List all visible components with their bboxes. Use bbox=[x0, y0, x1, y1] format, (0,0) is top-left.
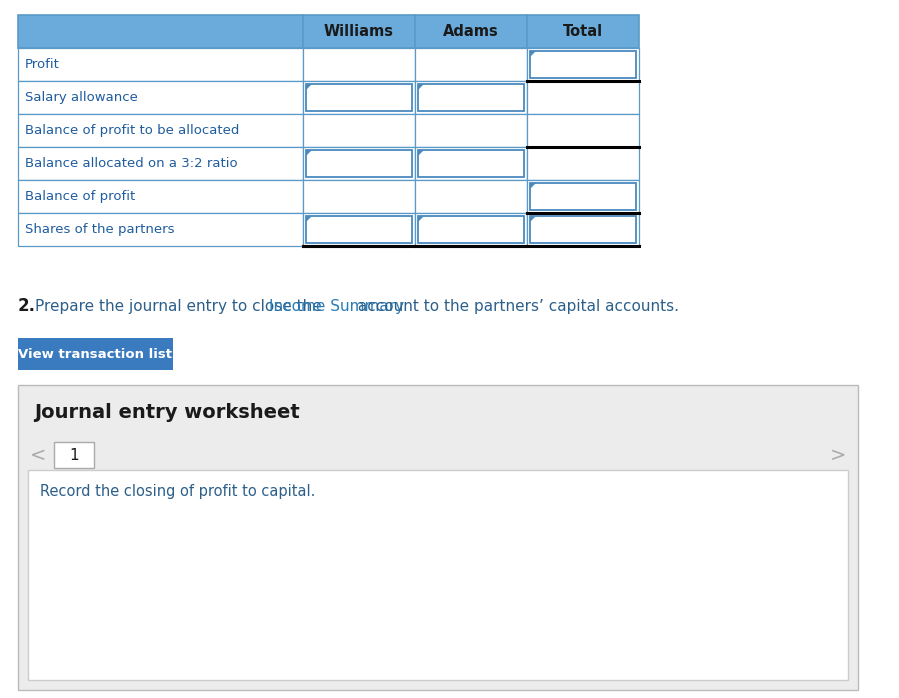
Bar bbox=[418, 84, 524, 111]
Polygon shape bbox=[306, 84, 312, 90]
Polygon shape bbox=[418, 216, 424, 222]
Text: <: < bbox=[30, 445, 47, 464]
Text: Profit: Profit bbox=[25, 58, 60, 71]
Bar bbox=[18, 180, 303, 213]
Text: Balance of profit: Balance of profit bbox=[25, 190, 135, 203]
Bar bbox=[530, 51, 636, 78]
Bar bbox=[303, 48, 415, 81]
Text: >: > bbox=[830, 445, 846, 464]
Polygon shape bbox=[530, 183, 536, 189]
Text: Williams: Williams bbox=[324, 24, 394, 39]
Polygon shape bbox=[530, 51, 536, 57]
Bar bbox=[303, 114, 415, 147]
Bar bbox=[303, 213, 415, 246]
Bar bbox=[527, 48, 639, 81]
Bar bbox=[18, 81, 303, 114]
Bar bbox=[415, 48, 527, 81]
Bar bbox=[415, 180, 527, 213]
Text: Balance of profit to be allocated: Balance of profit to be allocated bbox=[25, 124, 239, 137]
Polygon shape bbox=[306, 150, 312, 156]
Bar bbox=[18, 114, 303, 147]
Bar bbox=[306, 84, 412, 111]
Polygon shape bbox=[418, 150, 424, 156]
Bar bbox=[18, 385, 858, 690]
Bar bbox=[415, 114, 527, 147]
Text: Shares of the partners: Shares of the partners bbox=[25, 223, 174, 236]
Bar bbox=[415, 81, 527, 114]
Polygon shape bbox=[418, 84, 424, 90]
Bar bbox=[527, 180, 639, 213]
Bar bbox=[418, 150, 524, 177]
Bar bbox=[527, 114, 639, 147]
Text: account to the partners’ capital accounts.: account to the partners’ capital account… bbox=[353, 299, 679, 313]
Bar bbox=[18, 338, 173, 370]
Text: Salary allowance: Salary allowance bbox=[25, 91, 138, 104]
Bar bbox=[527, 81, 639, 114]
Polygon shape bbox=[530, 216, 536, 222]
Bar bbox=[415, 147, 527, 180]
Bar bbox=[303, 81, 415, 114]
Text: Record the closing of profit to capital.: Record the closing of profit to capital. bbox=[40, 484, 316, 499]
Bar bbox=[418, 216, 524, 243]
Text: 1: 1 bbox=[69, 447, 79, 463]
Text: Adams: Adams bbox=[443, 24, 499, 39]
Bar bbox=[415, 15, 527, 48]
Text: Balance allocated on a 3:2 ratio: Balance allocated on a 3:2 ratio bbox=[25, 157, 237, 170]
Bar bbox=[303, 15, 415, 48]
Bar bbox=[527, 15, 639, 48]
Bar bbox=[18, 213, 303, 246]
Bar bbox=[18, 48, 303, 81]
Bar bbox=[306, 150, 412, 177]
Bar bbox=[530, 216, 636, 243]
Text: Total: Total bbox=[563, 24, 603, 39]
Text: Prepare the journal entry to close the: Prepare the journal entry to close the bbox=[35, 299, 326, 313]
Bar bbox=[527, 213, 639, 246]
Bar bbox=[54, 442, 94, 468]
Polygon shape bbox=[306, 216, 312, 222]
Bar bbox=[415, 213, 527, 246]
Bar bbox=[527, 147, 639, 180]
Bar bbox=[303, 147, 415, 180]
Bar bbox=[18, 15, 303, 48]
Text: Income Summary: Income Summary bbox=[269, 299, 405, 313]
Text: View transaction list: View transaction list bbox=[19, 348, 173, 360]
Bar bbox=[18, 147, 303, 180]
Text: 2.: 2. bbox=[18, 297, 36, 315]
Bar bbox=[530, 183, 636, 210]
Text: Journal entry worksheet: Journal entry worksheet bbox=[34, 403, 299, 422]
Bar bbox=[303, 180, 415, 213]
Bar bbox=[306, 216, 412, 243]
Bar bbox=[28, 470, 848, 680]
